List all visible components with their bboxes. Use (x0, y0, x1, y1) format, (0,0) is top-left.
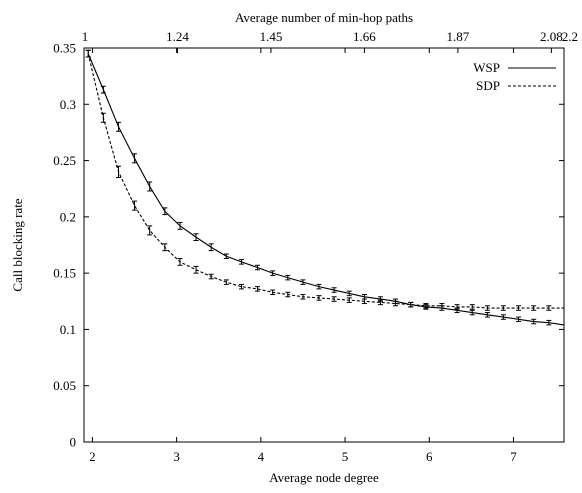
error-bar (377, 299, 383, 306)
y-tick-label: 0 (70, 435, 77, 450)
plot-border (83, 47, 565, 443)
error-bar (132, 153, 138, 164)
error-bar (316, 295, 322, 301)
y-tick-label: 0.35 (53, 41, 76, 56)
error-bar (177, 258, 183, 266)
error-bar (223, 253, 229, 260)
error-bar (531, 318, 537, 325)
error-bar (469, 309, 475, 316)
error-bar (546, 305, 552, 311)
series-sdp (85, 49, 564, 311)
x2-tick-label: 1 (82, 29, 89, 44)
x2-tick-label: 1.24 (166, 29, 189, 44)
x-axis-label: Average node degree (269, 470, 379, 485)
error-bar (300, 294, 306, 300)
error-bar (254, 264, 260, 271)
error-bar (484, 312, 490, 318)
error-bar (500, 305, 506, 311)
error-bar (208, 243, 214, 252)
x2-tick-label: 1.87 (447, 29, 470, 44)
x-tick-label: 4 (258, 449, 265, 464)
error-bar (238, 283, 244, 290)
error-bar (484, 305, 490, 311)
error-bar (516, 305, 522, 311)
error-bar (285, 274, 291, 281)
error-bar (454, 304, 460, 310)
error-bar (85, 49, 91, 58)
error-bar (316, 283, 322, 290)
error-bar (238, 259, 244, 265)
error-bar (162, 243, 168, 252)
legend-label-wsp: WSP (473, 60, 500, 75)
error-bar (100, 85, 106, 94)
series-layer (85, 49, 565, 326)
error-bar (500, 314, 506, 320)
plot-frame (83, 47, 565, 443)
x-tick-label: 7 (510, 449, 517, 464)
error-bar (147, 225, 153, 236)
error-bar (331, 287, 337, 293)
legend-label-sdp: SDP (476, 78, 500, 93)
error-bar (254, 286, 260, 292)
error-bar (100, 112, 106, 123)
error-bar (408, 301, 414, 308)
error-bar (208, 273, 214, 280)
error-bar (270, 270, 276, 276)
error-bar (346, 290, 352, 297)
error-bar (331, 296, 337, 302)
error-bar (193, 265, 199, 274)
y-tick-label: 0.15 (53, 266, 76, 281)
error-bar (469, 304, 475, 310)
error-bar (223, 279, 229, 285)
error-bar (393, 300, 399, 307)
series-line-wsp (87, 53, 565, 326)
error-bar (300, 279, 306, 285)
y-tick-label: 0.25 (53, 153, 76, 168)
y-axis-label: Call blocking rate (10, 198, 25, 291)
error-bar (270, 289, 276, 296)
error-bar (193, 233, 199, 241)
y-tick-label: 0.2 (60, 209, 76, 224)
error-bar (516, 316, 522, 323)
error-bar (147, 181, 153, 192)
error-bar (439, 303, 445, 309)
error-bar (162, 207, 168, 216)
x-tick-label: 3 (173, 449, 180, 464)
x2-tick-label: 1.66 (353, 29, 376, 44)
x2-tick-label: 2.2 (562, 29, 578, 44)
x2-tick-label: 1.45 (260, 29, 283, 44)
y-tick-label: 0.1 (60, 322, 76, 337)
ticks-layer: 2 3 4 5 6 7 1 1.24 1.45 1.66 1.87 2.08 2.2 0 0.05 0.1 0.… (53, 29, 578, 464)
y-tick-label: 0.05 (53, 378, 76, 393)
error-bar (177, 221, 183, 230)
error-bar (546, 319, 552, 326)
y-tick-label: 0.3 (60, 97, 76, 112)
legend: WSP SDP (473, 60, 556, 93)
error-bar (346, 297, 352, 303)
error-bar (132, 200, 138, 211)
error-bar (531, 305, 537, 311)
x-tick-label: 2 (89, 449, 96, 464)
error-bar (361, 298, 367, 305)
x2-tick-label: 2.08 (540, 29, 563, 44)
error-bar (116, 165, 122, 178)
error-bar (116, 121, 122, 132)
error-bar (423, 303, 429, 309)
x-tick-label: 5 (342, 449, 349, 464)
error-bar (285, 291, 291, 298)
x-tick-label: 6 (426, 449, 433, 464)
x2-axis-label: Average number of min-hop paths (235, 10, 413, 25)
